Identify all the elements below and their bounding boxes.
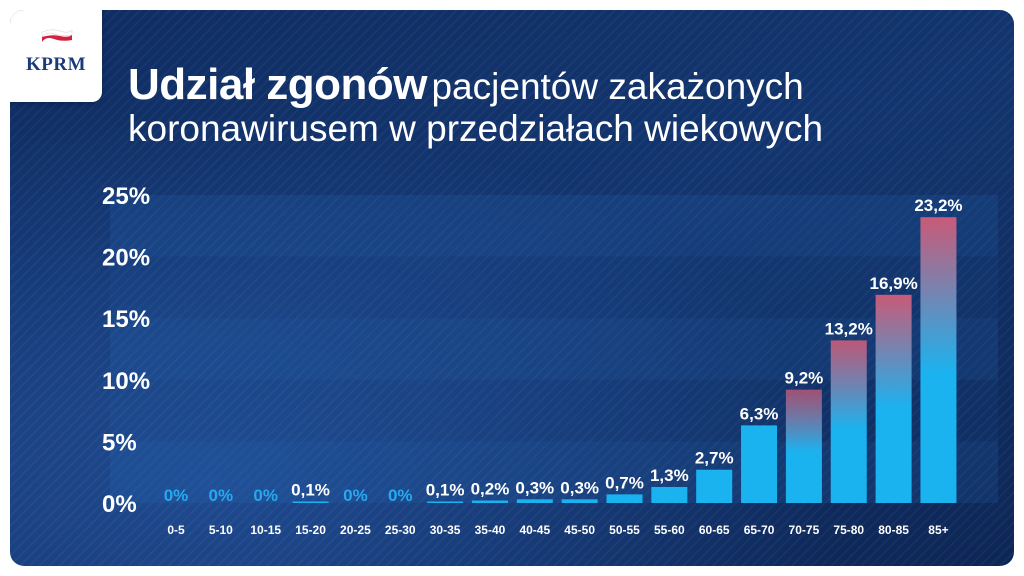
x-tick-label: 5-10 xyxy=(209,523,233,537)
data-label: 0,1% xyxy=(426,481,465,500)
logo-text: KPRM xyxy=(25,54,87,75)
x-tick-label: 55-60 xyxy=(654,523,685,537)
data-label: 0,2% xyxy=(471,480,510,499)
data-label: 0% xyxy=(388,486,413,505)
data-label: 9,2% xyxy=(785,369,824,388)
bar xyxy=(427,501,464,503)
title-bold: Udział zgonów xyxy=(128,60,428,109)
bar xyxy=(292,501,329,503)
bar xyxy=(785,389,822,503)
x-tick-label: 15-20 xyxy=(295,523,326,537)
data-label: 0,7% xyxy=(605,473,644,492)
title-rest: pacjentów zakażonych xyxy=(431,66,804,107)
title-line2: koronawirusem w przedziałach wiekowych xyxy=(128,108,824,150)
data-label: 1,3% xyxy=(650,466,689,485)
kprm-logo: KPRM xyxy=(10,10,102,102)
x-tick-label: 45-50 xyxy=(564,523,595,537)
data-label: 6,3% xyxy=(740,404,779,423)
x-tick-label: 10-15 xyxy=(250,523,281,537)
bar xyxy=(516,499,553,503)
x-tick-label: 25-30 xyxy=(385,523,416,537)
data-label: 2,7% xyxy=(695,449,734,468)
bar xyxy=(696,469,733,503)
bar xyxy=(741,425,778,503)
x-tick-label: 65-70 xyxy=(744,523,775,537)
x-tick-label: 20-25 xyxy=(340,523,371,537)
bar xyxy=(920,217,957,503)
data-label: 0% xyxy=(164,486,189,505)
data-label: 0,3% xyxy=(515,478,554,497)
bar xyxy=(561,499,598,503)
data-label: 0,3% xyxy=(560,478,599,497)
bar xyxy=(651,486,688,503)
x-tick-label: 30-35 xyxy=(430,523,461,537)
y-tick-label: 20% xyxy=(102,245,150,272)
data-label: 16,9% xyxy=(869,274,917,293)
y-tick-label: 5% xyxy=(102,429,137,456)
grid-band xyxy=(110,256,998,319)
y-tick-label: 25% xyxy=(102,183,150,210)
infographic-frame: KPRM Udział zgonów pacjentów zakażonych … xyxy=(10,10,1014,566)
x-tick-label: 60-65 xyxy=(699,523,730,537)
y-tick-label: 15% xyxy=(102,306,150,333)
bar xyxy=(875,294,912,503)
bar xyxy=(606,494,643,503)
x-tick-label: 70-75 xyxy=(789,523,820,537)
data-label: 0% xyxy=(343,486,368,505)
bar-chart: 0% 5% 10% 15% 20% 25% 0% 0-5 0% 5-10 0% 10-15 0,1% 15… xyxy=(102,183,998,537)
x-tick-label: 85+ xyxy=(928,523,948,537)
y-tick-label: 0% xyxy=(102,491,137,518)
data-label: 23,2% xyxy=(914,196,962,215)
data-label: 0,1% xyxy=(291,481,330,500)
x-tick-label: 40-45 xyxy=(519,523,550,537)
grid-band xyxy=(110,195,998,257)
y-tick-label: 10% xyxy=(102,368,150,395)
flag-icon xyxy=(41,29,73,42)
x-tick-label: 0-5 xyxy=(167,523,185,537)
data-label: 13,2% xyxy=(825,319,873,338)
page-title: Udział zgonów pacjentów zakażonych koron… xyxy=(128,60,1008,150)
x-tick-label: 80-85 xyxy=(878,523,909,537)
bar xyxy=(471,500,508,503)
data-label: 0% xyxy=(253,486,278,505)
data-label: 0% xyxy=(209,486,234,505)
x-tick-label: 75-80 xyxy=(833,523,864,537)
x-tick-label: 35-40 xyxy=(475,523,506,537)
x-tick-label: 50-55 xyxy=(609,523,640,537)
bar xyxy=(830,340,867,503)
